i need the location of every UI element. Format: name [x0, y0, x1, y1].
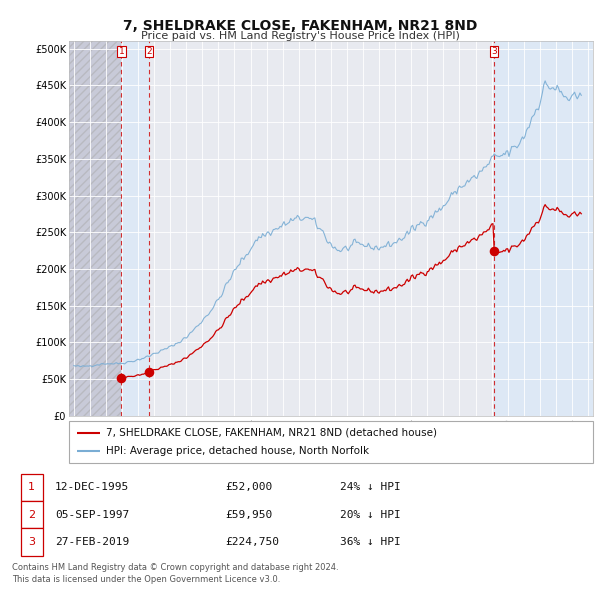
- Text: 3: 3: [491, 47, 497, 56]
- Text: Price paid vs. HM Land Registry's House Price Index (HPI): Price paid vs. HM Land Registry's House …: [140, 31, 460, 41]
- Text: £224,750: £224,750: [225, 537, 279, 547]
- FancyBboxPatch shape: [69, 421, 593, 463]
- Text: Contains HM Land Registry data © Crown copyright and database right 2024.
This d: Contains HM Land Registry data © Crown c…: [12, 563, 338, 584]
- Point: [116, 373, 126, 382]
- FancyBboxPatch shape: [20, 501, 43, 529]
- Text: £52,000: £52,000: [225, 483, 272, 492]
- Text: 20% ↓ HPI: 20% ↓ HPI: [340, 510, 401, 520]
- Text: 12-DEC-1995: 12-DEC-1995: [55, 483, 130, 492]
- Text: 2: 2: [28, 510, 35, 520]
- Text: 05-SEP-1997: 05-SEP-1997: [55, 510, 130, 520]
- FancyBboxPatch shape: [20, 474, 43, 501]
- Bar: [69, 41, 121, 416]
- Text: 1: 1: [119, 47, 124, 56]
- Text: HPI: Average price, detached house, North Norfolk: HPI: Average price, detached house, Nort…: [106, 446, 369, 456]
- Bar: [494, 41, 593, 416]
- Point: [490, 246, 499, 255]
- Text: £59,950: £59,950: [225, 510, 272, 520]
- Text: 2: 2: [146, 47, 152, 56]
- FancyBboxPatch shape: [20, 529, 43, 556]
- Bar: [121, 41, 149, 416]
- Text: 7, SHELDRAKE CLOSE, FAKENHAM, NR21 8ND (detached house): 7, SHELDRAKE CLOSE, FAKENHAM, NR21 8ND (…: [106, 428, 437, 438]
- Bar: [149, 41, 494, 416]
- Point: [144, 367, 154, 376]
- Bar: [69, 41, 121, 416]
- Text: 1: 1: [28, 483, 35, 492]
- Text: 24% ↓ HPI: 24% ↓ HPI: [340, 483, 401, 492]
- Text: 7, SHELDRAKE CLOSE, FAKENHAM, NR21 8ND: 7, SHELDRAKE CLOSE, FAKENHAM, NR21 8ND: [123, 19, 477, 33]
- Text: 27-FEB-2019: 27-FEB-2019: [55, 537, 130, 547]
- Text: 36% ↓ HPI: 36% ↓ HPI: [340, 537, 401, 547]
- Text: 3: 3: [28, 537, 35, 547]
